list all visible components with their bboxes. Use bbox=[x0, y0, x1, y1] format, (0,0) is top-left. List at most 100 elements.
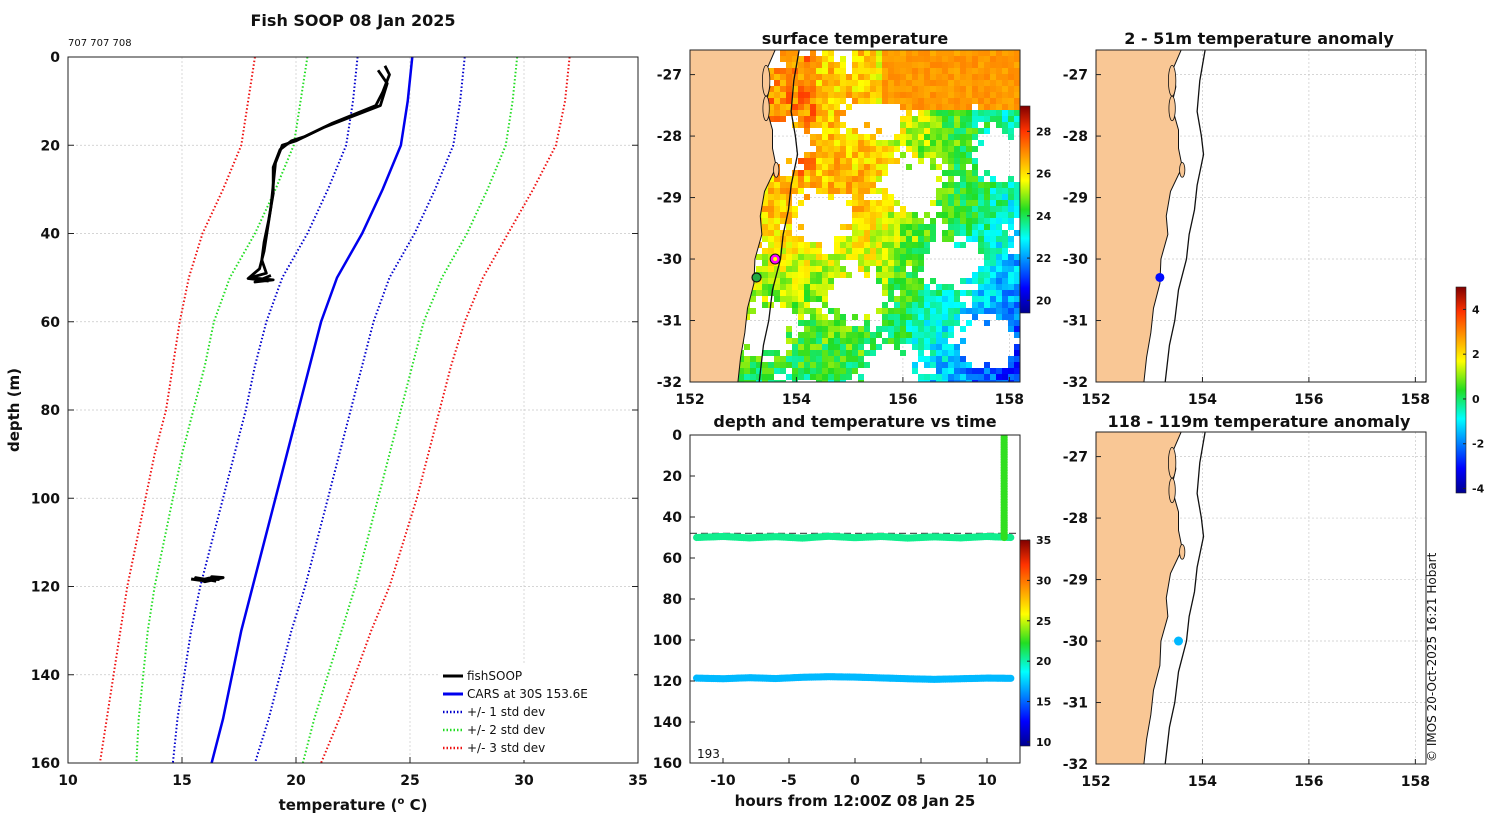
sst-pixel bbox=[918, 158, 924, 164]
sst-pixel bbox=[948, 128, 954, 134]
sst-pixel bbox=[900, 98, 906, 104]
sst-pixel bbox=[798, 248, 804, 254]
sst-pixel bbox=[858, 212, 864, 218]
sst-pixel bbox=[978, 224, 984, 230]
sst-pixel bbox=[1008, 86, 1014, 92]
sst-pixel bbox=[768, 278, 774, 284]
sst-pixel bbox=[786, 254, 792, 260]
sst-pixel bbox=[948, 50, 954, 56]
sst-pixel bbox=[954, 344, 960, 350]
sst-pixel bbox=[864, 266, 870, 272]
sst-pixel bbox=[984, 374, 990, 380]
sst-pixel bbox=[852, 218, 858, 224]
sst-pixel bbox=[774, 212, 780, 218]
sst-pixel bbox=[750, 368, 756, 374]
sst-pixel bbox=[996, 230, 1002, 236]
sst-pixel bbox=[810, 356, 816, 362]
island bbox=[1179, 544, 1186, 560]
sst-pixel bbox=[954, 188, 960, 194]
sst-pixel bbox=[816, 80, 822, 86]
sst-pixel bbox=[798, 320, 804, 326]
sst-pixel bbox=[990, 116, 996, 122]
sst-pixel bbox=[774, 68, 780, 74]
sst-pixel bbox=[786, 158, 792, 164]
colorbar-tick-label: 20 bbox=[1036, 294, 1052, 307]
sst-pixel bbox=[768, 68, 774, 74]
sst-pixel bbox=[900, 242, 906, 248]
sst-pixel bbox=[798, 122, 804, 128]
sst-pixel bbox=[1008, 134, 1014, 140]
sst-pixel bbox=[828, 176, 834, 182]
sst-pixel bbox=[900, 122, 906, 128]
sst-pixel bbox=[912, 344, 918, 350]
sst-pixel bbox=[948, 104, 954, 110]
sst-pixel bbox=[1002, 218, 1008, 224]
sst-pixel bbox=[900, 236, 906, 242]
sst-pixel bbox=[942, 356, 948, 362]
sst-pixel bbox=[912, 302, 918, 308]
sst-pixel bbox=[768, 218, 774, 224]
sst-pixel bbox=[786, 260, 792, 266]
sst-pixel bbox=[864, 68, 870, 74]
sst-pixel bbox=[756, 290, 762, 296]
sst-pixel bbox=[852, 254, 858, 260]
sst-pixel bbox=[816, 254, 822, 260]
sst-pixel bbox=[888, 320, 894, 326]
sst-pixel bbox=[906, 314, 912, 320]
sst-pixel bbox=[846, 326, 852, 332]
sst-pixel bbox=[810, 74, 816, 80]
sst-pixel bbox=[864, 236, 870, 242]
sst-pixel bbox=[846, 164, 852, 170]
sst-pixel bbox=[744, 344, 750, 350]
anomaly-point bbox=[1155, 272, 1165, 282]
sst-pixel bbox=[864, 152, 870, 158]
sst-pixel bbox=[966, 68, 972, 74]
sst-pixel bbox=[768, 368, 774, 374]
sst-pixel bbox=[996, 266, 1002, 272]
sst-pixel bbox=[816, 170, 822, 176]
sst-pixel bbox=[1008, 374, 1014, 380]
sst-pixel bbox=[786, 218, 792, 224]
sst-pixel bbox=[936, 332, 942, 338]
sst-pixel bbox=[810, 80, 816, 86]
sst-pixel bbox=[828, 104, 834, 110]
sst-pixel bbox=[780, 278, 786, 284]
sst-pixel bbox=[912, 98, 918, 104]
sst-pixel bbox=[828, 308, 834, 314]
sst-pixel bbox=[984, 296, 990, 302]
sst-pixel bbox=[864, 272, 870, 278]
sst-pixel bbox=[834, 98, 840, 104]
sst-pixel bbox=[846, 368, 852, 374]
sst-pixel bbox=[1008, 284, 1014, 290]
sst-pixel bbox=[858, 344, 864, 350]
sst-pixel bbox=[1002, 86, 1008, 92]
sst-pixel bbox=[996, 68, 1002, 74]
sst-pixel bbox=[996, 272, 1002, 278]
sst-pixel bbox=[786, 56, 792, 62]
sst-pixel bbox=[906, 116, 912, 122]
sst-pixel bbox=[924, 356, 930, 362]
sst-pixel bbox=[996, 248, 1002, 254]
sst-pixel bbox=[960, 80, 966, 86]
sst-pixel bbox=[822, 176, 828, 182]
sst-pixel bbox=[948, 134, 954, 140]
sst-pixel bbox=[762, 380, 768, 382]
timeseries-background bbox=[690, 435, 1020, 763]
sst-pixel bbox=[1002, 248, 1008, 254]
sst-pixel bbox=[822, 374, 828, 380]
sst-pixel bbox=[834, 356, 840, 362]
sst-pixel bbox=[948, 122, 954, 128]
sst-pixel bbox=[972, 170, 978, 176]
sst-pixel bbox=[1014, 212, 1020, 218]
sst-pixel bbox=[972, 68, 978, 74]
sst-pixel bbox=[840, 80, 846, 86]
sst-pixel bbox=[900, 290, 906, 296]
sst-pixel bbox=[912, 86, 918, 92]
sst-pixel bbox=[954, 50, 960, 56]
colorbar-tick-label: 35 bbox=[1036, 534, 1051, 547]
sst-pixel bbox=[792, 344, 798, 350]
sst-pixel bbox=[846, 332, 852, 338]
sst-pixel bbox=[870, 212, 876, 218]
sst-pixel bbox=[822, 80, 828, 86]
sst-pixel bbox=[1014, 104, 1020, 110]
